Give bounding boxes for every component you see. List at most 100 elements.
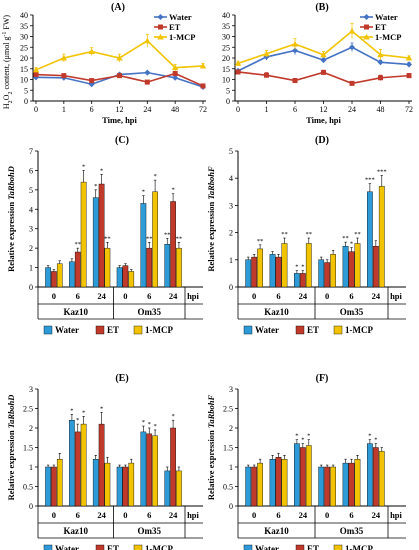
legend-label: ET (307, 544, 319, 550)
legend-label: ET (169, 22, 181, 32)
bar-et (275, 256, 282, 288)
y-tick-label: 7 (29, 147, 33, 156)
data-point (61, 73, 67, 79)
significance-star: * (301, 264, 304, 271)
significance-star: ** (281, 231, 288, 238)
legend-label: 1-MCP (169, 32, 195, 42)
group-label: Kaz10 (64, 526, 89, 536)
data-point (378, 75, 383, 81)
x-tick-label: 24 (97, 291, 106, 301)
y-tick-label: 2 (229, 424, 233, 433)
bar-1-mcp (257, 248, 263, 288)
y-tick-label: 0.5 (223, 483, 233, 492)
data-point (321, 69, 326, 75)
significance-star: * (171, 413, 174, 420)
y-axis-label-part: Relative expression (206, 200, 216, 272)
bar-et (98, 423, 105, 507)
significance-star: * (295, 264, 298, 271)
y-axis-label: Relative expression TaRbohF (206, 395, 216, 501)
y-axis-label-part: content, (μmol g (2, 37, 11, 92)
legend-swatch (295, 325, 305, 335)
y-axis-label-part: 2 (8, 100, 14, 103)
group-label: Om35 (138, 526, 162, 536)
bar-water (294, 273, 300, 288)
y-tick-label: 3 (29, 225, 33, 234)
significance-star: * (100, 405, 103, 412)
significance-star: * (153, 173, 156, 180)
data-point (292, 47, 298, 54)
x-tick-label: 24 (348, 105, 356, 114)
bar-1-mcp (80, 423, 87, 507)
x-tick-label: 72 (405, 105, 413, 114)
bar-et (372, 245, 379, 288)
bar-1-mcp (176, 247, 182, 288)
y-tick-label: 35 (222, 22, 230, 31)
x-tick-label: 0 (52, 510, 56, 520)
legend-swatch (295, 544, 305, 550)
y-tick-label: 0.5 (23, 483, 33, 492)
y-tick-label: 2 (229, 229, 233, 238)
data-point (33, 72, 39, 78)
x-axis-label: Time, hpi (102, 115, 137, 125)
bar-et (348, 251, 355, 288)
x-tick-label: 0 (52, 291, 56, 301)
significance-star: * (142, 419, 145, 426)
x-tick-label: 6 (276, 510, 280, 520)
significance-star: ** (306, 231, 313, 238)
bar-et (299, 447, 306, 507)
bar-1-mcp (176, 470, 182, 507)
y-tick-label: 15 (222, 65, 230, 74)
legend-label: Water (375, 12, 398, 22)
y-axis-label-part: 2 (8, 92, 14, 95)
significance-star: ** (164, 231, 171, 238)
data-point (263, 50, 270, 57)
significance-star: * (307, 433, 310, 440)
y-tick-label: 3 (229, 385, 233, 394)
x-tick-label: 6 (349, 291, 353, 301)
y-axis-label: Relative expression TaRbohD (6, 395, 16, 501)
y-axis-label-part: H (2, 103, 11, 109)
x-tick-label: 6 (293, 105, 297, 114)
y-axis-label: Relative expression TaRbohD (6, 166, 16, 272)
legend-swatch (333, 325, 343, 335)
bar-et (251, 466, 258, 507)
y-tick-label: 10 (222, 76, 230, 85)
bar-water (318, 259, 325, 288)
bar-1-mcp (56, 459, 63, 507)
y-tick-label: 0 (226, 97, 230, 106)
y-tick-label: 20 (222, 54, 230, 63)
y-tick-label: 20 (20, 54, 28, 63)
y-axis-label-part: O (2, 94, 11, 100)
bar-water (92, 197, 99, 288)
x-tick-label: 6 (76, 291, 80, 301)
legend-marker (157, 14, 164, 20)
legend-swatch (243, 544, 253, 550)
data-point (89, 78, 95, 84)
x-tick-label: 24 (372, 510, 381, 520)
y-tick-label: 5 (29, 186, 33, 195)
y-tick-label: 5 (229, 147, 233, 156)
y-tick-label: 5 (24, 86, 28, 95)
y-tick-label: 2.5 (23, 405, 33, 414)
bar-1-mcp (128, 462, 135, 507)
legend-marker (158, 24, 163, 30)
bar-water (342, 245, 349, 288)
bar-et (372, 447, 379, 507)
bar-water (318, 466, 325, 507)
bar-1-mcp (152, 435, 158, 507)
bar-1-mcp (305, 243, 312, 288)
gene-name: TaRbohD (6, 395, 16, 429)
x-unit-label: hpi (390, 291, 402, 301)
data-point (291, 40, 299, 47)
bar-et (146, 247, 153, 288)
y-tick-label: 30 (20, 33, 28, 42)
data-point (171, 64, 179, 71)
y-tick-label: 6 (29, 166, 33, 175)
panel-title: (A) (111, 2, 125, 13)
data-point (348, 27, 356, 34)
bar-et (299, 273, 306, 288)
legend-label: ET (107, 325, 119, 335)
legend-label: Water (55, 325, 79, 335)
